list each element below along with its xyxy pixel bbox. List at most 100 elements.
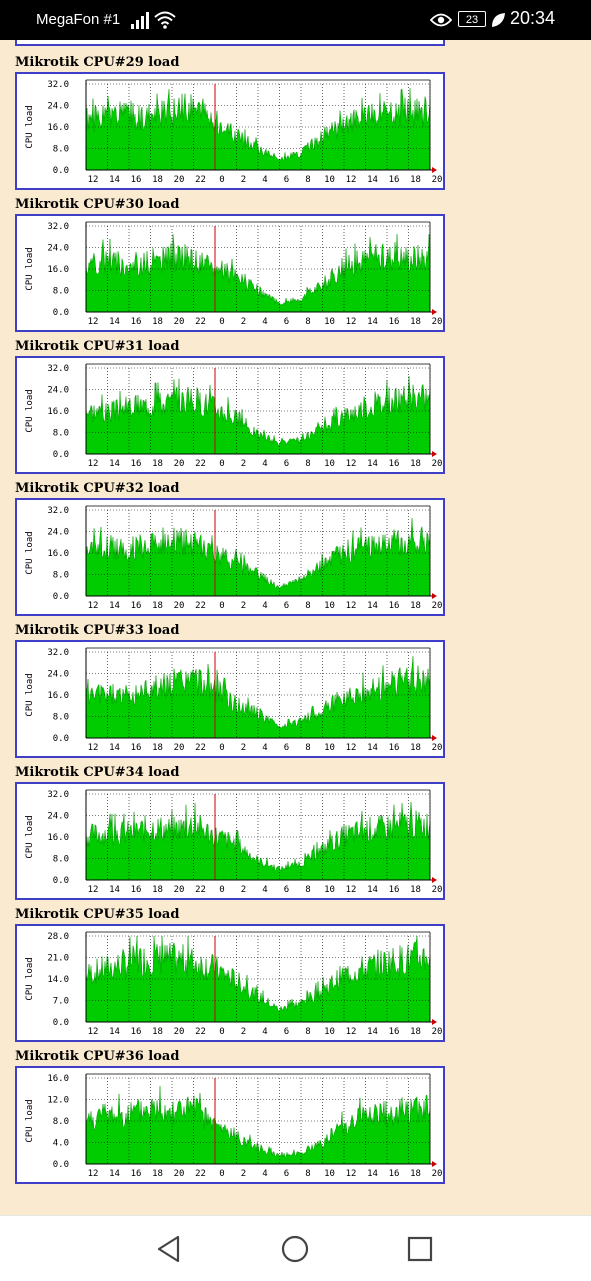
y-tick-label: 8.0	[53, 713, 69, 723]
x-tick-label: 12	[88, 1027, 99, 1037]
status-bar: MegaFon #1 23 20:34	[0, 0, 591, 40]
x-tick-label: 20	[432, 175, 443, 185]
x-tick-label: 4	[262, 885, 267, 895]
y-axis-label: CPU load	[25, 815, 35, 858]
x-tick-label: 14	[367, 885, 378, 895]
y-tick-label: 8.0	[53, 571, 69, 581]
y-axis-label: CPU load	[25, 1099, 35, 1142]
chart-title: Mikrotik CPU#31 load	[15, 339, 180, 354]
cpu-chart: Mikrotik CPU#29 load 32.0 24.0 16.0 8.0 0.0 12…	[0, 40, 460, 190]
x-tick-label: 20	[174, 743, 185, 753]
y-tick-label: 24.0	[47, 670, 69, 680]
x-tick-label: 18	[152, 459, 163, 469]
x-tick-label: 22	[195, 885, 206, 895]
y-tick-label: 32.0	[47, 80, 69, 90]
cpu-chart: Mikrotik CPU#30 load 32.0 24.0 16.0 8.0 0.0 12…	[0, 182, 460, 332]
x-tick-label: 14	[367, 175, 378, 185]
axis-arrow	[432, 593, 437, 599]
back-icon[interactable]	[152, 1232, 186, 1266]
y-tick-label: 0.0	[53, 1160, 69, 1170]
x-tick-label: 18	[152, 317, 163, 327]
y-tick-label: 32.0	[47, 648, 69, 658]
x-tick-label: 4	[262, 743, 267, 753]
y-tick-label: 16.0	[47, 407, 69, 417]
x-tick-label: 8	[305, 743, 310, 753]
x-tick-label: 2	[241, 1027, 246, 1037]
x-tick-label: 20	[432, 317, 443, 327]
x-tick-label: 16	[131, 459, 142, 469]
x-tick-label: 22	[195, 601, 206, 611]
x-tick-label: 2	[241, 317, 246, 327]
y-tick-label: 0.0	[53, 876, 69, 886]
x-tick-label: 0	[219, 885, 224, 895]
chart-svg: 32.0 24.0 16.0 8.0 0.0 12 14 16 18 20 22 0 2 4 6 8 10 12 1…	[25, 647, 442, 753]
x-tick-label: 16	[389, 459, 400, 469]
cpu-chart: Mikrotik CPU#31 load 32.0 24.0 16.0 8.0 0.0 12…	[0, 324, 460, 474]
x-tick-label: 6	[284, 1169, 289, 1179]
x-tick-label: 14	[109, 601, 120, 611]
y-axis-label: CPU load	[25, 247, 35, 290]
chart-frame: 32.0 24.0 16.0 8.0 0.0 12 14 16 18 20 22 0 2 4 6 8 10 12 1…	[15, 214, 445, 332]
x-tick-label: 16	[131, 885, 142, 895]
cpu-chart: Mikrotik CPU#35 load 28.0 21.0 14.0 7.0 0.0 12…	[0, 892, 460, 1042]
x-tick-label: 12	[346, 317, 357, 327]
x-tick-label: 18	[410, 317, 421, 327]
x-tick-label: 22	[195, 1027, 206, 1037]
x-tick-label: 4	[262, 1169, 267, 1179]
navigation-bar	[0, 1215, 591, 1281]
x-tick-label: 12	[346, 1027, 357, 1037]
x-tick-label: 16	[131, 175, 142, 185]
y-tick-label: 0.0	[53, 308, 69, 318]
y-axis-label: CPU load	[25, 531, 35, 574]
axis-arrow	[432, 877, 437, 883]
x-tick-label: 14	[367, 459, 378, 469]
y-tick-label: 0.0	[53, 592, 69, 602]
x-tick-label: 6	[284, 743, 289, 753]
x-tick-label: 18	[152, 885, 163, 895]
x-tick-label: 22	[195, 743, 206, 753]
x-tick-label: 2	[241, 743, 246, 753]
x-tick-label: 6	[284, 601, 289, 611]
home-icon[interactable]	[278, 1232, 312, 1266]
x-tick-label: 20	[174, 601, 185, 611]
x-tick-label: 12	[346, 743, 357, 753]
chart-frame: 32.0 24.0 16.0 8.0 0.0 12 14 16 18 20 22 0 2 4 6 8 10 12 1…	[15, 356, 445, 474]
x-tick-label: 16	[389, 885, 400, 895]
chart-title: Mikrotik CPU#32 load	[15, 481, 180, 496]
chart-frame: 32.0 24.0 16.0 8.0 0.0 12 14 16 18 20 22 0 2 4 6 8 10 12 1…	[15, 72, 445, 190]
x-tick-label: 18	[410, 743, 421, 753]
chart-frame: 16.0 12.0 8.0 4.0 0.0 12 14 16 18 20 22 0 2 4 6 8 10 12 14…	[15, 1066, 445, 1184]
x-tick-label: 18	[410, 175, 421, 185]
x-tick-label: 18	[410, 1027, 421, 1037]
x-tick-label: 16	[131, 743, 142, 753]
x-tick-label: 8	[305, 885, 310, 895]
y-tick-label: 0.0	[53, 734, 69, 744]
y-axis-label: CPU load	[25, 389, 35, 432]
chart-svg: 32.0 24.0 16.0 8.0 0.0 12 14 16 18 20 22 0 2 4 6 8 10 12 1…	[25, 789, 443, 895]
x-tick-label: 20	[432, 885, 443, 895]
y-tick-label: 32.0	[47, 506, 69, 516]
chart-svg: 32.0 24.0 16.0 8.0 0.0 12 14 16 18 20 22 0 2 4 6 8 10 12 1…	[25, 505, 442, 611]
y-tick-label: 4.0	[53, 1139, 69, 1149]
x-tick-label: 6	[284, 1027, 289, 1037]
cpu-load-area	[85, 518, 431, 597]
x-tick-label: 20	[432, 1169, 443, 1179]
x-tick-label: 8	[305, 1027, 310, 1037]
x-tick-label: 12	[88, 601, 99, 611]
x-tick-label: 8	[305, 459, 310, 469]
y-tick-label: 24.0	[47, 386, 69, 396]
x-tick-label: 0	[219, 175, 224, 185]
recents-icon[interactable]	[403, 1232, 437, 1266]
wifi-icon	[154, 11, 176, 29]
y-tick-label: 0.0	[53, 1018, 69, 1028]
axis-arrow	[432, 1161, 437, 1167]
x-tick-label: 18	[410, 459, 421, 469]
x-tick-label: 2	[241, 885, 246, 895]
x-tick-label: 14	[109, 175, 120, 185]
carrier-label: MegaFon #1	[36, 11, 121, 28]
x-tick-label: 20	[174, 1027, 185, 1037]
x-tick-label: 22	[195, 1169, 206, 1179]
x-tick-label: 16	[389, 1027, 400, 1037]
graphs-page[interactable]: Mikrotik CPU#29 load 32.0 24.0 16.0 8.0 0.0 12…	[0, 40, 591, 1215]
x-tick-label: 0	[219, 743, 224, 753]
